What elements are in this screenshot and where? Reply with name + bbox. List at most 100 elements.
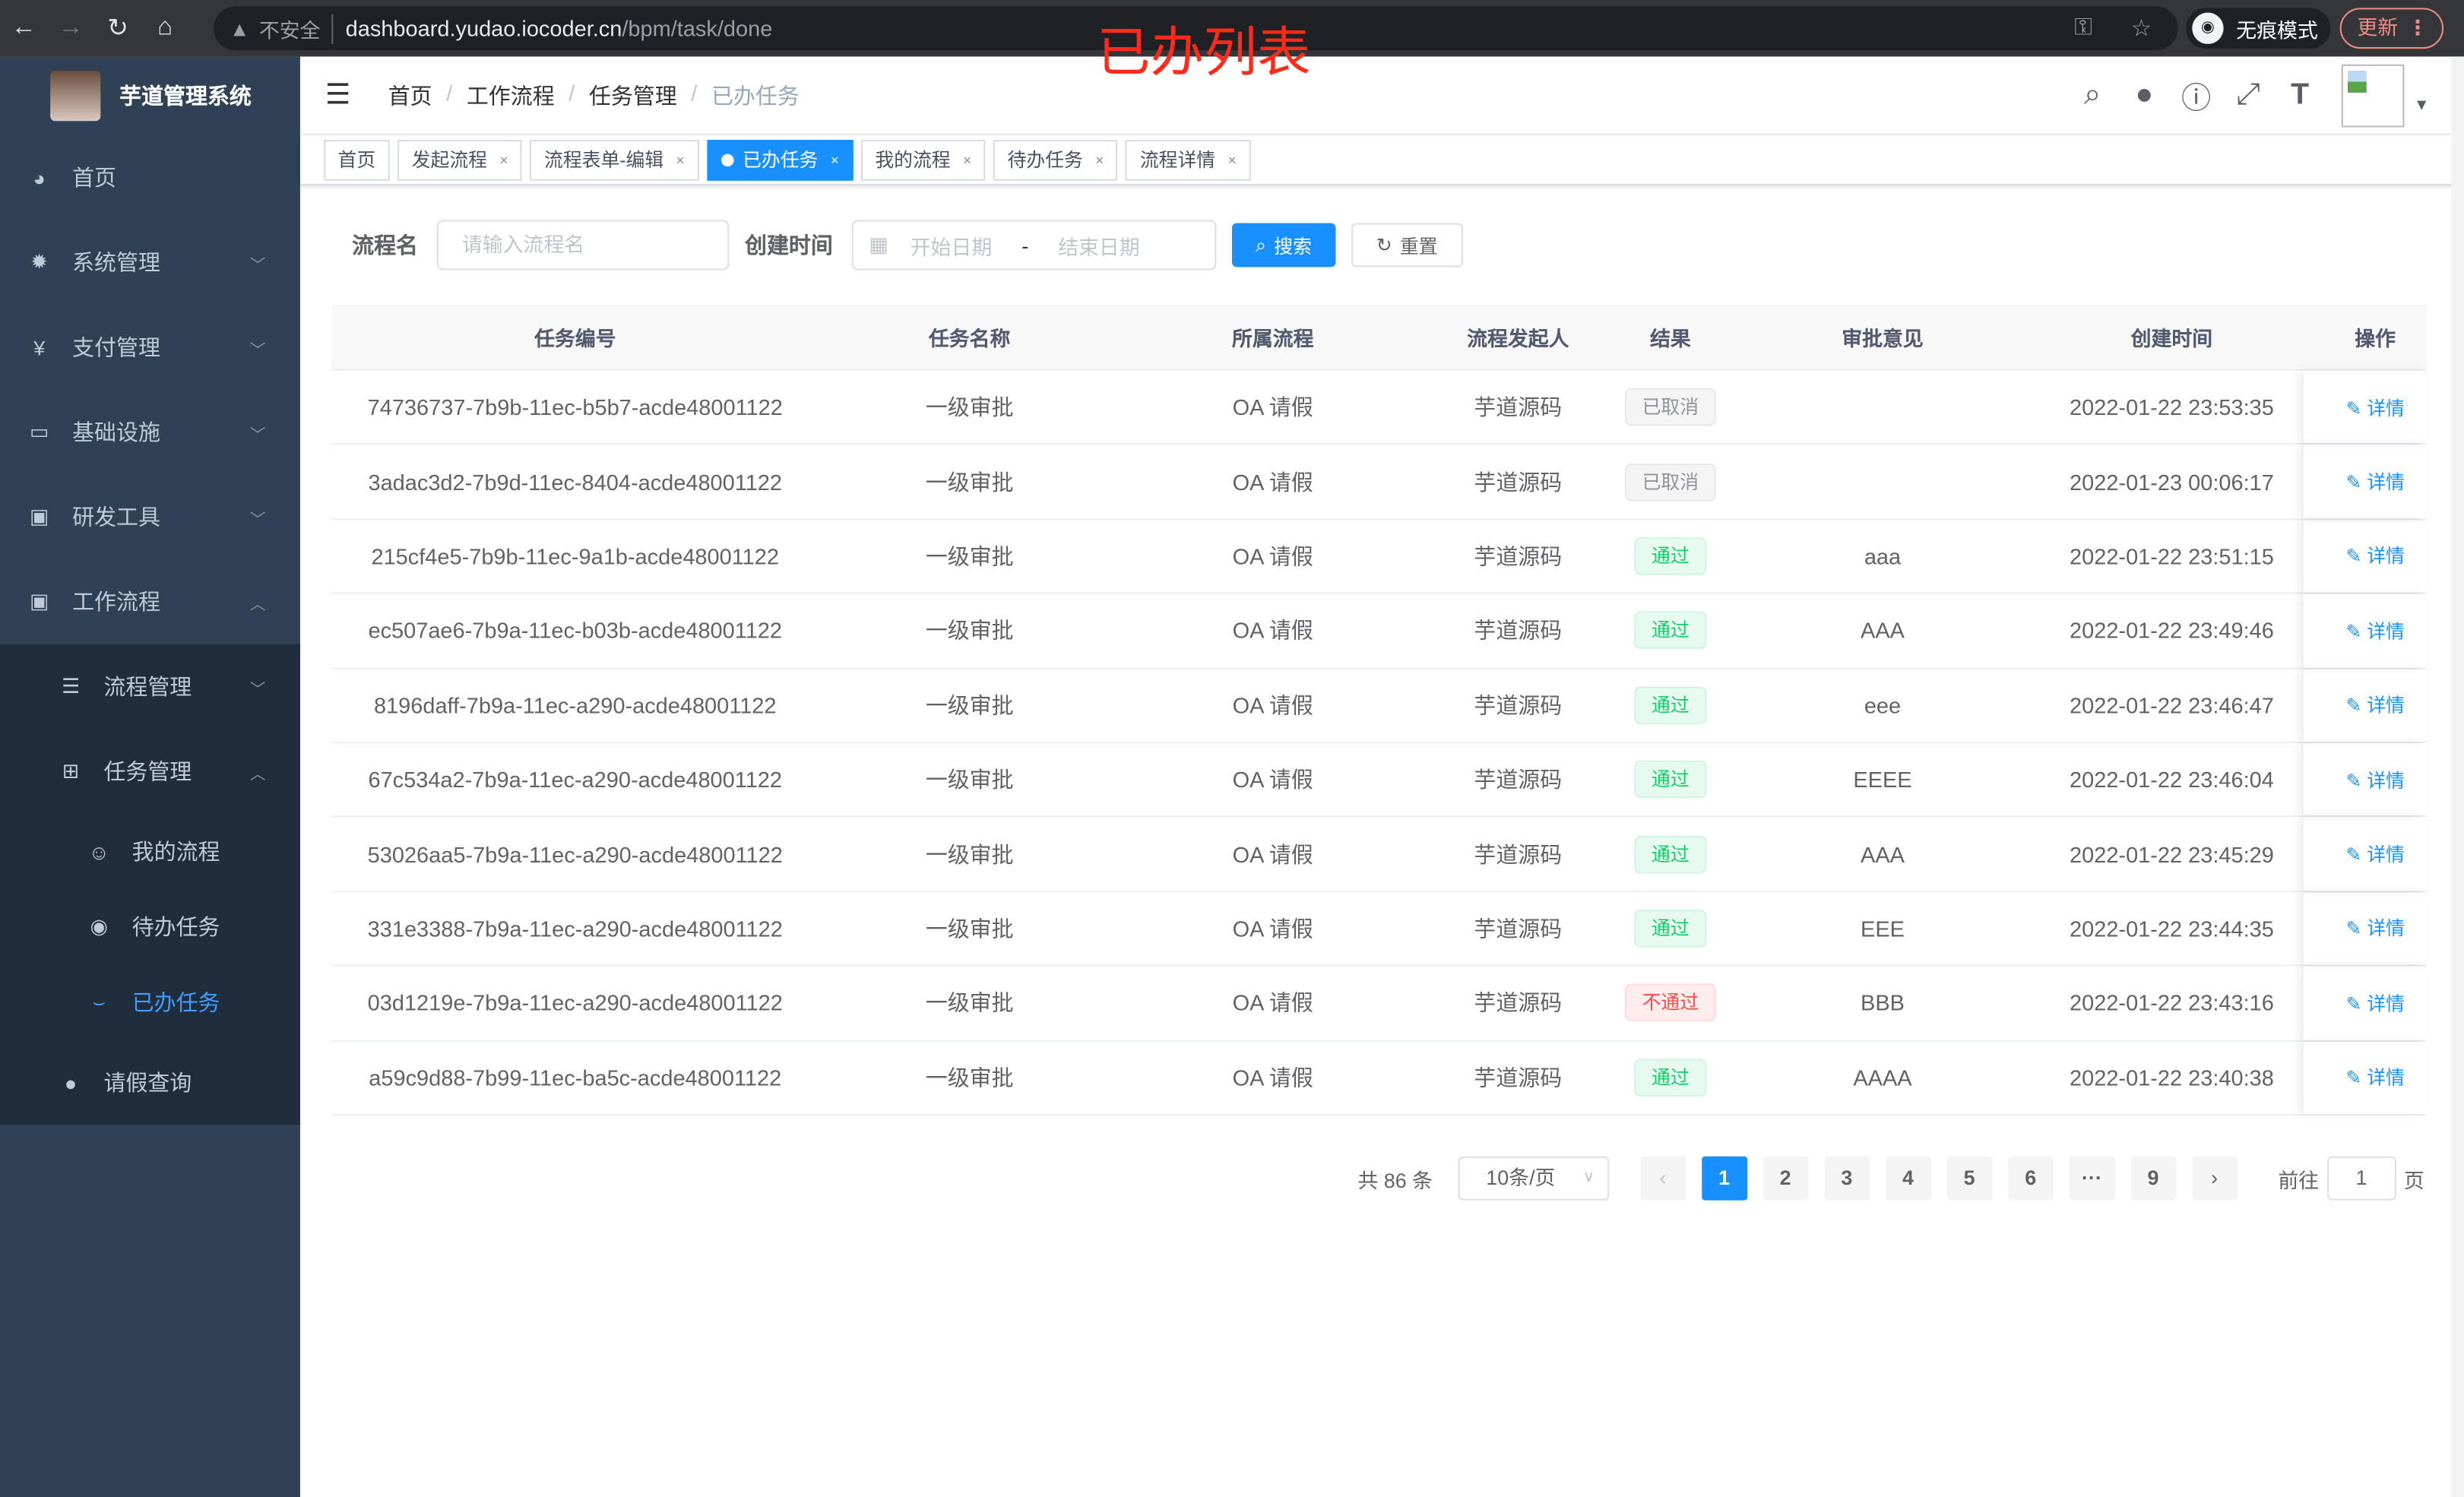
sidebar: 芋道管理系统 ◕ 首页 ✹ 系统管理 ﹀ ¥ 支付管理 ﹀ ▭ 基础设施 ﹀ ▣ 研发工具 ﹀ ▣… [0, 56, 300, 1497]
sidebar-item-todo[interactable]: ◉ 待办任务 [0, 889, 300, 964]
scrollbar-track[interactable] [2451, 56, 2464, 1497]
star-icon[interactable]: ☆ [2130, 15, 2152, 43]
header-cell: 任务编号 [534, 327, 616, 351]
url-host: dashboard.yudao.iocoder.cn [345, 15, 622, 41]
label: 详情 [2367, 695, 2405, 717]
page-button[interactable]: 6 [2007, 1156, 2054, 1201]
hamburger-icon[interactable]: ☰ [325, 78, 351, 110]
detail-link[interactable]: ✎ 详情 [2345, 546, 2404, 568]
tag-my-process[interactable]: 我的流程 × [860, 138, 986, 180]
result-badge: 通过 [1634, 834, 1707, 873]
task-name: 一级审批 [925, 469, 1014, 495]
sidebar-item-leave[interactable]: ● 请假查询 [0, 1040, 300, 1125]
label: 详情 [2367, 471, 2405, 494]
help-icon[interactable]: ⓘ [2181, 82, 2212, 116]
fixed-column-shadow [2304, 520, 2426, 593]
table-row: 03d1219e-7b9a-11ec-a290-acde48001122 一级审… [331, 967, 2427, 1041]
page-size-select[interactable]: 10条/页 ∨ [1458, 1156, 1609, 1201]
logo[interactable]: 芋道管理系统 [0, 56, 300, 135]
back-icon[interactable]: ← [11, 14, 36, 41]
reset-button[interactable]: ↻ 重置 [1351, 223, 1463, 267]
sidebar-item-task-manage[interactable]: ⊞ 任务管理 ︿ [0, 729, 300, 814]
detail-link[interactable]: ✎ 详情 [2345, 695, 2404, 717]
sidebar-item-process-manage[interactable]: ☰ 流程管理 ﹀ [0, 644, 300, 730]
prev-page-button[interactable]: ‹ [1639, 1156, 1686, 1201]
header-cell: 流程发起人 [1467, 327, 1569, 351]
tree-icon: ⊞ [62, 758, 80, 783]
search-icon[interactable]: ⌕ [2084, 78, 2101, 112]
initiator: 芋道源码 [1474, 841, 1563, 867]
next-page-button[interactable]: › [2191, 1156, 2238, 1201]
sidebar-item-infra[interactable]: ▭ 基础设施 ﹀ [0, 390, 300, 475]
sidebar-item-workflow[interactable]: ▣ 工作流程 ︿ [0, 559, 300, 644]
detail-link[interactable]: ✎ 详情 [2345, 918, 2404, 940]
goto-page-input[interactable]: 1 [2326, 1156, 2396, 1201]
create-time: 2022-01-23 00:06:17 [2070, 469, 2274, 495]
sidebar-item-home[interactable]: ◕ 首页 [0, 135, 300, 220]
end-date[interactable]: 结束日期 [1058, 235, 1140, 259]
search-button[interactable]: ⌕ 搜索 [1231, 223, 1335, 267]
sidebar-item-devtools[interactable]: ▣ 研发工具 ﹀ [0, 474, 300, 559]
close-icon[interactable]: × [499, 151, 508, 168]
process-name-input[interactable]: 请输入流程名 [436, 220, 730, 271]
tag-form-edit[interactable]: 流程表单-编辑 × [530, 138, 699, 180]
task-name: 一级审批 [925, 767, 1014, 793]
address-bar[interactable]: ▲ 不安全 dashboard.yudao.iocoder.cn/bpm/tas… [214, 6, 2178, 51]
close-icon[interactable]: × [1095, 151, 1104, 168]
close-icon[interactable]: × [830, 151, 839, 168]
create-time: 2022-01-22 23:53:35 [2070, 394, 2274, 420]
detail-link[interactable]: ✎ 详情 [2345, 992, 2404, 1014]
detail-link[interactable]: ✎ 详情 [2345, 1067, 2404, 1089]
forward-icon[interactable]: → [58, 14, 84, 41]
start-date[interactable]: 开始日期 [910, 235, 993, 259]
sidebar-item-system[interactable]: ✹ 系统管理 ﹀ [0, 220, 300, 305]
fullscreen-icon[interactable]: ⤢ [2236, 78, 2260, 112]
sidebar-item-done[interactable]: ⌣ 已办任务 [0, 965, 300, 1040]
edit-icon: ✎ [2345, 546, 2362, 568]
sidebar-item-pay[interactable]: ¥ 支付管理 ﹀ [0, 305, 300, 390]
page-button[interactable]: 1 [1701, 1156, 1747, 1201]
page-button[interactable]: ··· [2069, 1156, 2115, 1201]
update-button[interactable]: 更新 ⋮ [2339, 8, 2444, 49]
detail-link[interactable]: ✎ 详情 [2345, 471, 2404, 493]
page-button[interactable]: 3 [1823, 1156, 1870, 1201]
fixed-column-shadow [2304, 818, 2426, 891]
avatar[interactable] [2341, 64, 2405, 128]
date-range-picker[interactable]: ▦ 开始日期 - 结束日期 [851, 220, 1217, 271]
sidebar-item-my-process[interactable]: ☺ 我的流程 [0, 814, 300, 889]
close-icon[interactable]: × [1227, 151, 1237, 168]
page-size-value: 10条/页 [1486, 1166, 1556, 1190]
tag-home[interactable]: 首页 [323, 138, 390, 180]
reload-icon[interactable]: ↻ [107, 15, 128, 43]
key-icon[interactable]: ⚿ [2074, 14, 2092, 41]
page-button[interactable]: 4 [1885, 1156, 1931, 1201]
edit-icon: ✎ [2345, 918, 2362, 941]
home-icon[interactable]: ⌂ [157, 14, 173, 41]
page-button[interactable]: 2 [1762, 1156, 1809, 1201]
tag-done-tasks[interactable]: 已办任务 × [706, 138, 854, 180]
detail-link[interactable]: ✎ 详情 [2345, 769, 2404, 791]
breadcrumb-item[interactable]: 首页 [388, 82, 432, 108]
label: 详情 [2367, 843, 2405, 866]
comment: AAAA [1853, 1065, 1912, 1090]
breadcrumb-item[interactable]: 任务管理 [588, 82, 677, 108]
incognito-badge[interactable]: ◉ 无痕模式 [2186, 8, 2331, 49]
page-button[interactable]: 9 [2130, 1156, 2176, 1201]
detail-link[interactable]: ✎ 详情 [2345, 843, 2404, 866]
detail-link[interactable]: ✎ 详情 [2345, 620, 2404, 642]
detail-link[interactable]: ✎ 详情 [2345, 397, 2404, 419]
tag-process-detail[interactable]: 流程详情 × [1126, 138, 1251, 180]
navbar: ☰ 首页 / 工作流程 / 任务管理 / 已办任务 ⌕ ● ⓘ ⤢ T ▼ [299, 56, 2464, 135]
font-size-icon[interactable]: T [2291, 78, 2310, 112]
caret-down-icon[interactable]: ▼ [2414, 97, 2430, 114]
breadcrumb-item[interactable]: 工作流程 [466, 82, 555, 108]
close-icon[interactable]: × [676, 151, 685, 168]
create-time: 2022-01-22 23:44:35 [2070, 916, 2274, 942]
tag-start-process[interactable]: 发起流程 × [397, 138, 523, 180]
tag-todo[interactable]: 待办任务 × [993, 138, 1118, 180]
label: 详情 [2367, 918, 2405, 941]
close-icon[interactable]: × [963, 151, 972, 168]
github-icon[interactable]: ● [2135, 78, 2154, 112]
header-cell: 所属流程 [1231, 327, 1314, 351]
page-button[interactable]: 5 [1946, 1156, 1993, 1201]
